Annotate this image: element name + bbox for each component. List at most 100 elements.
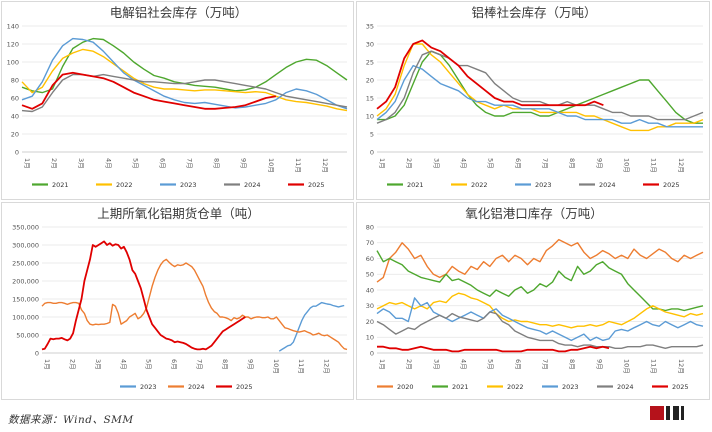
x-tick-label: 5月 [145,359,153,370]
x-tick-label: 10月 [623,359,631,374]
y-tick-label: 5 [370,130,374,138]
series-line-2024 [376,50,704,124]
legend-label-2025: 2025 [236,383,253,391]
y-tick-label: 30 [366,302,374,310]
logo-mark [666,406,670,420]
y-tick-label: 0 [370,148,374,156]
chart-panel-alumina-port-inventory: 氧化铝港口库存（万吨） 0 10 20 30 40 50 60 70 80 1月 2月 3月 4月 5月 6月… [356,202,710,400]
chart-svg: 上期所氧化铝期货仓单（吨） 0 50,000 100,000 150,000 200,00… [12,206,348,391]
x-tick-label: 5月 [487,359,495,370]
x-tick-label: 10月 [623,158,631,173]
y-tick-label: 300,000 [12,241,39,249]
y-tick-label: 350,000 [12,223,39,231]
chart-title: 氧化铝港口库存（万吨） [465,206,603,221]
legend-label-2022: 2022 [507,383,524,391]
series-line-2025 [41,240,246,351]
x-tick-label: 12月 [321,158,329,173]
y-tick-label: 0 [370,349,374,357]
y-tick-label: 30 [366,40,374,48]
chart-title: 上期所氧化铝期货仓单（吨） [97,206,260,221]
legend-label-2024: 2024 [617,383,634,391]
x-tick-label: 6月 [514,359,522,370]
x-tick-label: 11月 [650,158,658,173]
legend-label-2023: 2023 [535,181,552,189]
y-tick-label: 200,000 [12,277,39,285]
x-tick-label: 3月 [432,359,440,370]
series-line-2025 [377,345,610,353]
x-tick-label: 12月 [677,359,685,374]
series-line-2021 [376,250,704,312]
chart-panel-shfe-alumina-warrants: 上期所氧化铝期货仓单（吨） 0 50,000 100,000 150,000 200,00… [1,202,354,400]
x-tick-label: 9月 [595,158,603,169]
x-tick-label: 8月 [213,158,221,169]
x-tick-label: 2月 [405,158,413,169]
y-tick-label: 50 [366,271,374,279]
y-tick-label: 100 [7,58,19,66]
chart-panel-aluminum-rod-social-inventory: 铝棒社会库存（万吨） 0 5 10 15 20 25 30 35 1月 2月 3月 4月 5月 6月 7月 8月… [356,1,710,200]
legend-label-2024: 2024 [188,383,205,391]
series-line-2023 [278,301,345,352]
y-tick-label: 250,000 [12,259,39,267]
series-line-2023 [21,37,348,110]
legend-label-2023: 2023 [180,181,197,189]
x-tick-label: 5月 [487,158,495,169]
legend-label-2025: 2025 [308,181,325,189]
x-tick-label: 12月 [677,158,685,173]
x-tick-label: 6月 [170,359,178,370]
series-line-2021 [21,37,348,94]
y-tick-label: 0 [35,349,39,357]
y-tick-label: 0 [15,148,19,156]
chart-panel-primary-aluminum-social-inventory: 电解铝社会库存（万吨） 0 20 40 60 80 100 120 140 1月 2月 3月 4月 5月 6… [1,1,354,200]
y-tick-label: 140 [7,22,19,30]
chart-svg: 氧化铝港口库存（万吨） 0 10 20 30 40 50 60 70 80 1月 2月 3月 4月 5月 6月… [366,206,704,391]
x-tick-label: 3月 [77,158,85,169]
logo-mark [650,406,664,420]
x-tick-label: 8月 [568,359,576,370]
chart-title: 铝棒社会库存（万吨） [471,5,596,20]
legend-label-2022: 2022 [471,181,488,189]
series-line-2024 [21,73,348,113]
x-tick-label: 7月 [541,359,549,370]
x-tick-label: 6月 [158,158,166,169]
y-tick-label: 20 [11,130,19,138]
x-tick-label: 9月 [240,158,248,169]
x-tick-label: 5月 [131,158,139,169]
x-tick-label: 2月 [68,359,76,370]
x-tick-label: 1月 [378,158,386,169]
x-tick-label: 11月 [294,158,302,173]
legend-label-2025: 2025 [663,181,680,189]
y-tick-label: 40 [11,112,19,120]
legend-label-2024: 2024 [244,181,261,189]
x-tick-label: 10月 [267,158,275,173]
y-tick-label: 60 [366,255,374,263]
legend-label-2021: 2021 [52,181,69,189]
data-source-note: 数据来源：Wind、SMM [8,414,134,426]
series-line-2020 [376,238,704,283]
series-line-2023 [376,64,703,128]
series-line-2024 [41,258,348,351]
series-line-2025 [21,71,277,110]
x-tick-label: 8月 [568,158,576,169]
x-tick-label: 3月 [432,158,440,169]
legend-label-2021: 2021 [407,181,424,189]
series-line-2022 [376,43,704,132]
y-tick-label: 10 [366,112,374,120]
y-tick-label: 70 [366,239,374,247]
y-tick-label: 100,000 [12,313,39,321]
x-tick-label: 4月 [119,359,127,370]
y-tick-label: 20 [366,76,374,84]
logo-mark [673,406,679,420]
x-tick-label: 3月 [94,359,102,370]
y-tick-label: 120 [7,40,19,48]
series-line-2022 [21,48,348,112]
legend-label-2020: 2020 [397,383,414,391]
x-tick-label: 8月 [221,359,229,370]
legend-label-2023: 2023 [140,383,157,391]
legend-label-2024: 2024 [599,181,616,189]
y-tick-label: 60 [11,94,19,102]
y-tick-label: 80 [11,76,19,84]
y-tick-label: 35 [366,22,374,30]
series-line-2022 [376,292,704,329]
chart-title: 电解铝社会库存（万吨） [110,5,248,20]
